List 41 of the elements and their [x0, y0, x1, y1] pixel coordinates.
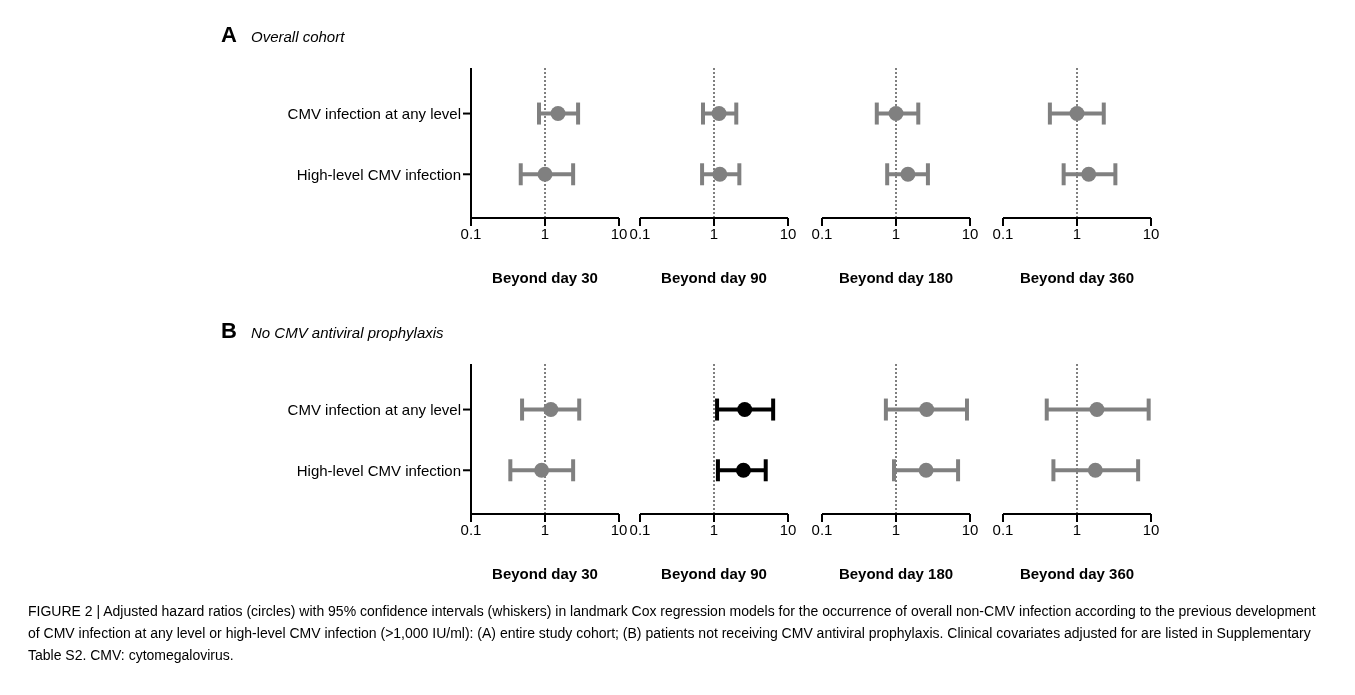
x-tick-label: 1: [891, 224, 901, 242]
x-tick-label: 10: [779, 520, 797, 538]
x-tick-label: 10: [610, 224, 628, 242]
y-tick-label: CMV infection at any level: [287, 400, 461, 418]
x-tick-label: 10: [779, 224, 797, 242]
y-tick-label: High-level CMV infection: [296, 461, 461, 479]
text: No CMV antiviral prophylaxis: [251, 324, 444, 341]
x-axis-title: Beyond day 30: [492, 565, 598, 582]
x-tick-label: 10: [1142, 520, 1160, 538]
x-tick-label: 10: [961, 520, 979, 538]
x-axis-title: Beyond day 180: [838, 269, 954, 286]
x-tick-label: 10: [1142, 224, 1160, 242]
y-tick-label: High-level CMV infection: [296, 165, 461, 183]
x-tick-label: 1: [540, 520, 550, 538]
x-tick-label: 0.1: [460, 224, 482, 242]
x-tick-label: 1: [1072, 520, 1082, 538]
x-axis-title: Beyond day 90: [661, 565, 767, 582]
x-axis-title: Beyond day 180: [838, 565, 954, 582]
text: Overall cohort: [251, 28, 345, 45]
x-tick-label: 0.1: [629, 520, 651, 538]
text: A: [221, 22, 237, 48]
x-tick-label: 0.1: [992, 224, 1014, 242]
x-tick-label: 0.1: [629, 224, 651, 242]
x-axis-title: Beyond day 90: [661, 269, 767, 286]
x-tick-label: 1: [540, 224, 550, 242]
x-tick-label: 10: [610, 520, 628, 538]
x-tick-label: 1: [709, 224, 719, 242]
x-tick-label: 1: [891, 520, 901, 538]
x-tick-label: 0.1: [811, 520, 833, 538]
x-axis-title: Beyond day 360: [1019, 269, 1135, 286]
x-tick-label: 1: [709, 520, 719, 538]
caption: FIGURE 2 | Adjusted hazard ratios (circles) with 95% confidence intervals (whiskers) in landmark Cox regression models for the occurrence of overall non-CMV infection according to the previous development of CMV infection at any level or high-level CMV infection (>1,000 IU/ml): (A) entire study cohort; (B) patients not receiving CMV antiviral prophylaxis. Clinical covariates adjusted for are listed in Supplementary Table S2. CMV: cytomegalovirus.: [28, 602, 1317, 665]
x-tick-label: 1: [1072, 224, 1082, 242]
x-tick-label: 10: [961, 224, 979, 242]
y-tick-label: CMV infection at any level: [287, 104, 461, 122]
text: B: [221, 318, 237, 344]
x-tick-label: 0.1: [811, 224, 833, 242]
x-tick-label: 0.1: [992, 520, 1014, 538]
x-axis-title: Beyond day 30: [492, 269, 598, 286]
x-axis-title: Beyond day 360: [1019, 565, 1135, 582]
x-tick-label: 0.1: [460, 520, 482, 538]
